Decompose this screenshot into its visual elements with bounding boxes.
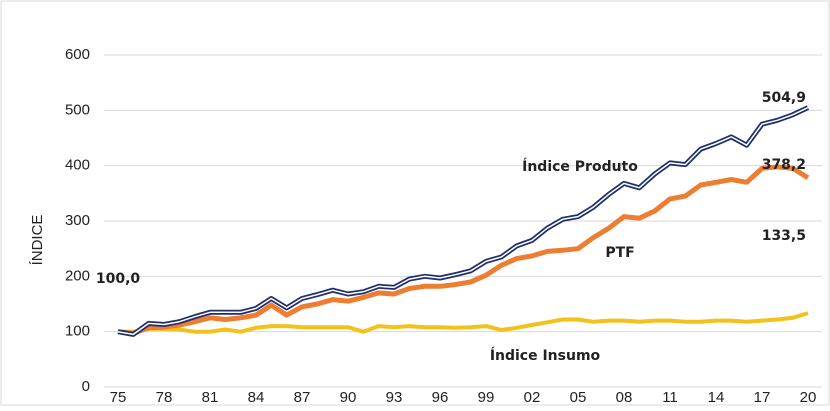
series-name: PTF — [605, 245, 634, 261]
x-tick-label: 96 — [432, 389, 449, 406]
value-label: 504,9 — [762, 90, 806, 106]
y-tick-label: 400 — [65, 157, 90, 174]
series-line — [117, 164, 810, 336]
series-name: Índice Produto — [522, 158, 638, 175]
x-tick-label: 93 — [386, 389, 403, 406]
x-tick-label: 05 — [570, 389, 587, 406]
y-tick-label: 300 — [65, 212, 90, 229]
x-tick-label: 75 — [110, 389, 127, 406]
y-tick-label: 500 — [65, 101, 90, 118]
y-tick-label: 200 — [65, 267, 90, 284]
value-label: 100,0 — [96, 271, 141, 287]
x-tick-label: 78 — [156, 389, 173, 406]
x-tick-label: 81 — [202, 389, 219, 406]
x-tick-label: 17 — [754, 389, 771, 406]
x-tick-label: 99 — [478, 389, 495, 406]
y-tick-label: 100 — [65, 323, 90, 340]
value-label: 133,5 — [762, 228, 806, 244]
value-label: 378,2 — [762, 157, 806, 173]
series-line — [118, 311, 809, 334]
y-tick-label: 600 — [65, 46, 90, 63]
x-tick-label: 87 — [294, 389, 311, 406]
x-tick-label: 08 — [616, 389, 633, 406]
y-axis-label: ÍNDICE — [29, 215, 46, 266]
x-tick-label: 90 — [340, 389, 357, 406]
x-tick-label: 84 — [248, 389, 265, 406]
x-tick-label: 20 — [800, 389, 817, 406]
series-line-inner — [117, 106, 809, 336]
series-name: Índice Insumo — [490, 347, 601, 364]
x-tick-label: 02 — [524, 389, 541, 406]
y-tick-label: 0 — [82, 378, 90, 395]
x-tick-label: 11 — [662, 389, 678, 406]
x-tick-label: 14 — [708, 389, 725, 406]
